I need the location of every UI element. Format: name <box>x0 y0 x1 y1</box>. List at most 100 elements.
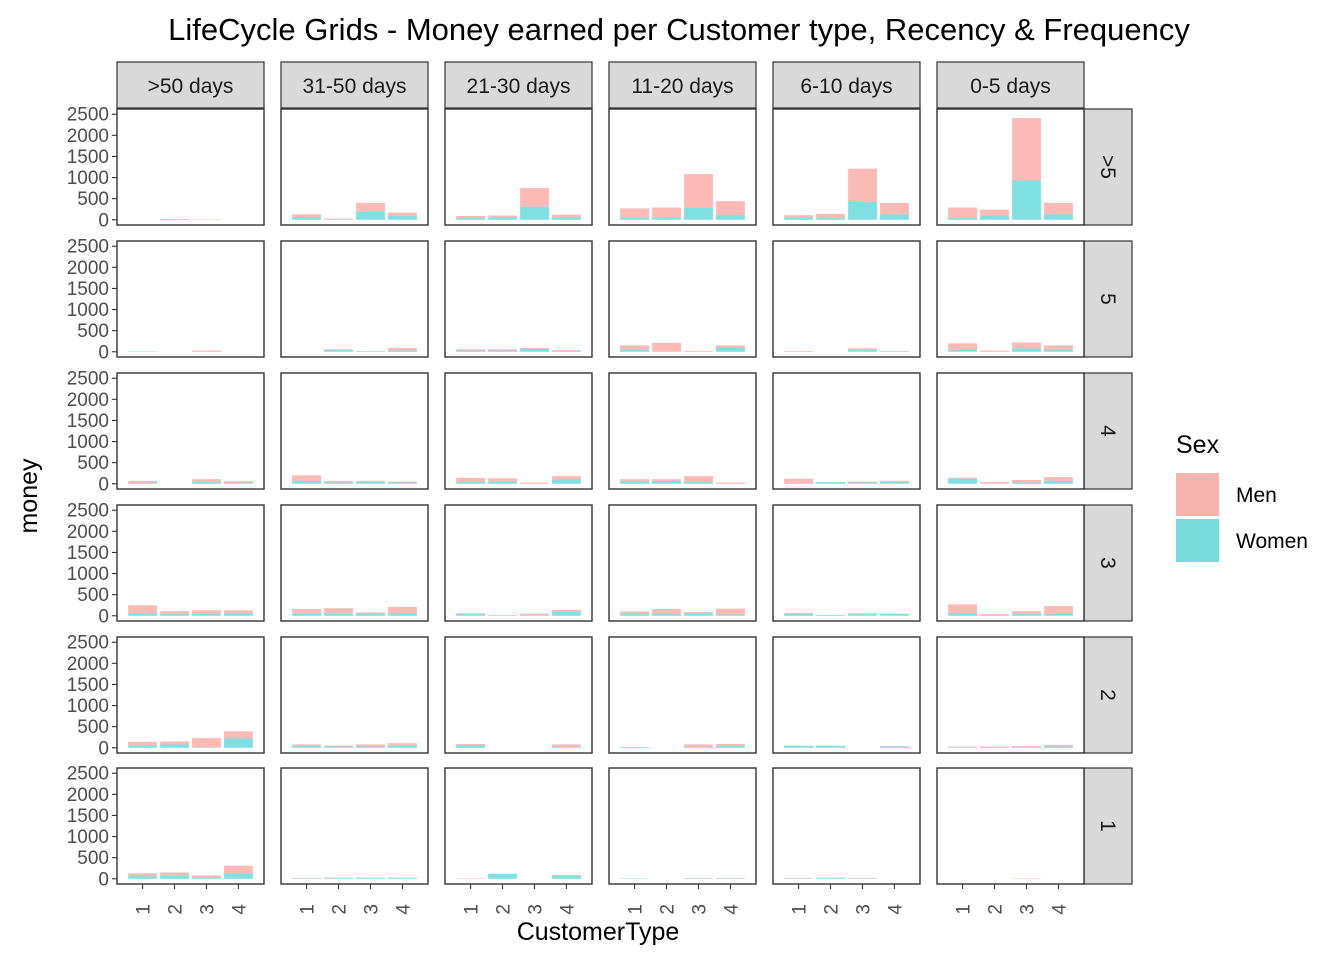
bar-men <box>684 744 713 747</box>
y-tick-label: 1500 <box>67 543 109 564</box>
y-axis-label: money <box>15 458 43 534</box>
bar-men <box>388 481 417 483</box>
bar-women <box>620 217 649 220</box>
bar-women <box>388 350 417 352</box>
row-strip <box>1083 636 1133 754</box>
x-tick-label: 4 <box>721 904 742 915</box>
bar-women <box>388 215 417 220</box>
bar-men <box>488 478 517 482</box>
panel-background <box>281 505 428 621</box>
bar-women <box>1012 482 1041 484</box>
bar-women <box>292 613 321 616</box>
column-strip <box>280 61 429 109</box>
bar-women <box>848 614 877 616</box>
bar-women <box>716 215 745 220</box>
bar-men <box>1012 118 1041 181</box>
x-tick-label: 1 <box>462 904 483 915</box>
bar-men <box>716 482 745 484</box>
bar-women <box>716 614 745 616</box>
x-tick-label: 2 <box>986 904 1007 915</box>
panel-border <box>116 767 265 885</box>
bar-women <box>456 482 485 484</box>
bar-men <box>324 480 353 483</box>
bar-women <box>488 217 517 220</box>
bar-men <box>948 604 977 614</box>
bar-men <box>716 201 745 216</box>
y-tick-label: 2000 <box>67 785 109 806</box>
panel-border <box>116 504 265 622</box>
bar-women <box>684 746 713 748</box>
y-tick-label: 500 <box>77 321 109 342</box>
bar-men <box>1044 477 1073 481</box>
bar-men <box>292 214 321 218</box>
bar-men <box>1044 345 1073 350</box>
chart-title: LifeCycle Grids - Money earned per Custo… <box>168 12 1190 47</box>
bar-women <box>292 480 321 484</box>
bar-women <box>716 746 745 748</box>
bar-men <box>784 350 813 352</box>
bar-men <box>292 744 321 747</box>
panel-border <box>772 108 921 226</box>
bar-men <box>224 865 253 874</box>
bar-women <box>552 479 581 484</box>
panel-background <box>445 505 592 621</box>
y-tick-label: 2000 <box>67 258 109 279</box>
row-strip <box>1083 108 1133 226</box>
legend-key <box>1176 519 1219 562</box>
panel-border <box>608 372 757 490</box>
bar-men <box>652 342 681 352</box>
bar-men <box>128 605 157 614</box>
panel-border <box>444 240 593 358</box>
bar-women <box>880 214 909 220</box>
panel-background <box>445 241 592 357</box>
panel-border <box>936 504 1085 622</box>
bar-women <box>128 876 157 879</box>
bar-men <box>192 610 221 614</box>
panel-border <box>608 767 757 885</box>
bar-men <box>1012 611 1041 614</box>
panel-border <box>608 240 757 358</box>
bar-women <box>224 738 253 748</box>
bar-men <box>620 345 649 350</box>
bar-men <box>620 611 649 615</box>
y-tick-label: 0 <box>98 210 109 231</box>
y-tick-label: 0 <box>98 606 109 627</box>
bar-women <box>552 611 581 616</box>
bar-men <box>1044 606 1073 615</box>
bar-women <box>456 745 485 748</box>
panel-background <box>117 373 264 489</box>
y-tick-label: 1000 <box>67 300 109 321</box>
bar-women <box>356 746 385 748</box>
bar-women <box>388 482 417 484</box>
bar-men <box>948 207 977 219</box>
bar-men <box>224 481 253 483</box>
panel-border <box>444 636 593 754</box>
bar-men <box>520 482 549 484</box>
panel-background <box>773 241 920 357</box>
bar-men <box>388 212 417 216</box>
y-tick-label: 2500 <box>67 237 109 258</box>
bar-women <box>552 217 581 220</box>
panel-background <box>117 109 264 225</box>
bar-women <box>128 482 157 484</box>
bar-men <box>552 609 581 612</box>
panel-background <box>609 768 756 884</box>
bar-men <box>356 202 385 212</box>
bar-women <box>652 217 681 220</box>
panel-border <box>772 240 921 358</box>
bar-men <box>848 348 877 351</box>
bar-women <box>160 744 189 748</box>
legend-label: Women <box>1236 530 1308 553</box>
panel-background <box>937 505 1084 621</box>
panel-border <box>936 108 1085 226</box>
x-tick-label: 3 <box>1017 904 1038 915</box>
bar-women <box>684 613 713 616</box>
bar-men <box>128 741 157 746</box>
panel-border <box>772 372 921 490</box>
facet-panels: >50 days 31-50 days 21-30 days 11-20 days 6-… <box>67 61 1133 915</box>
bar-men <box>356 744 385 747</box>
bar-men <box>128 873 157 877</box>
bar-women <box>356 481 385 484</box>
x-tick-label: 1 <box>790 904 811 915</box>
